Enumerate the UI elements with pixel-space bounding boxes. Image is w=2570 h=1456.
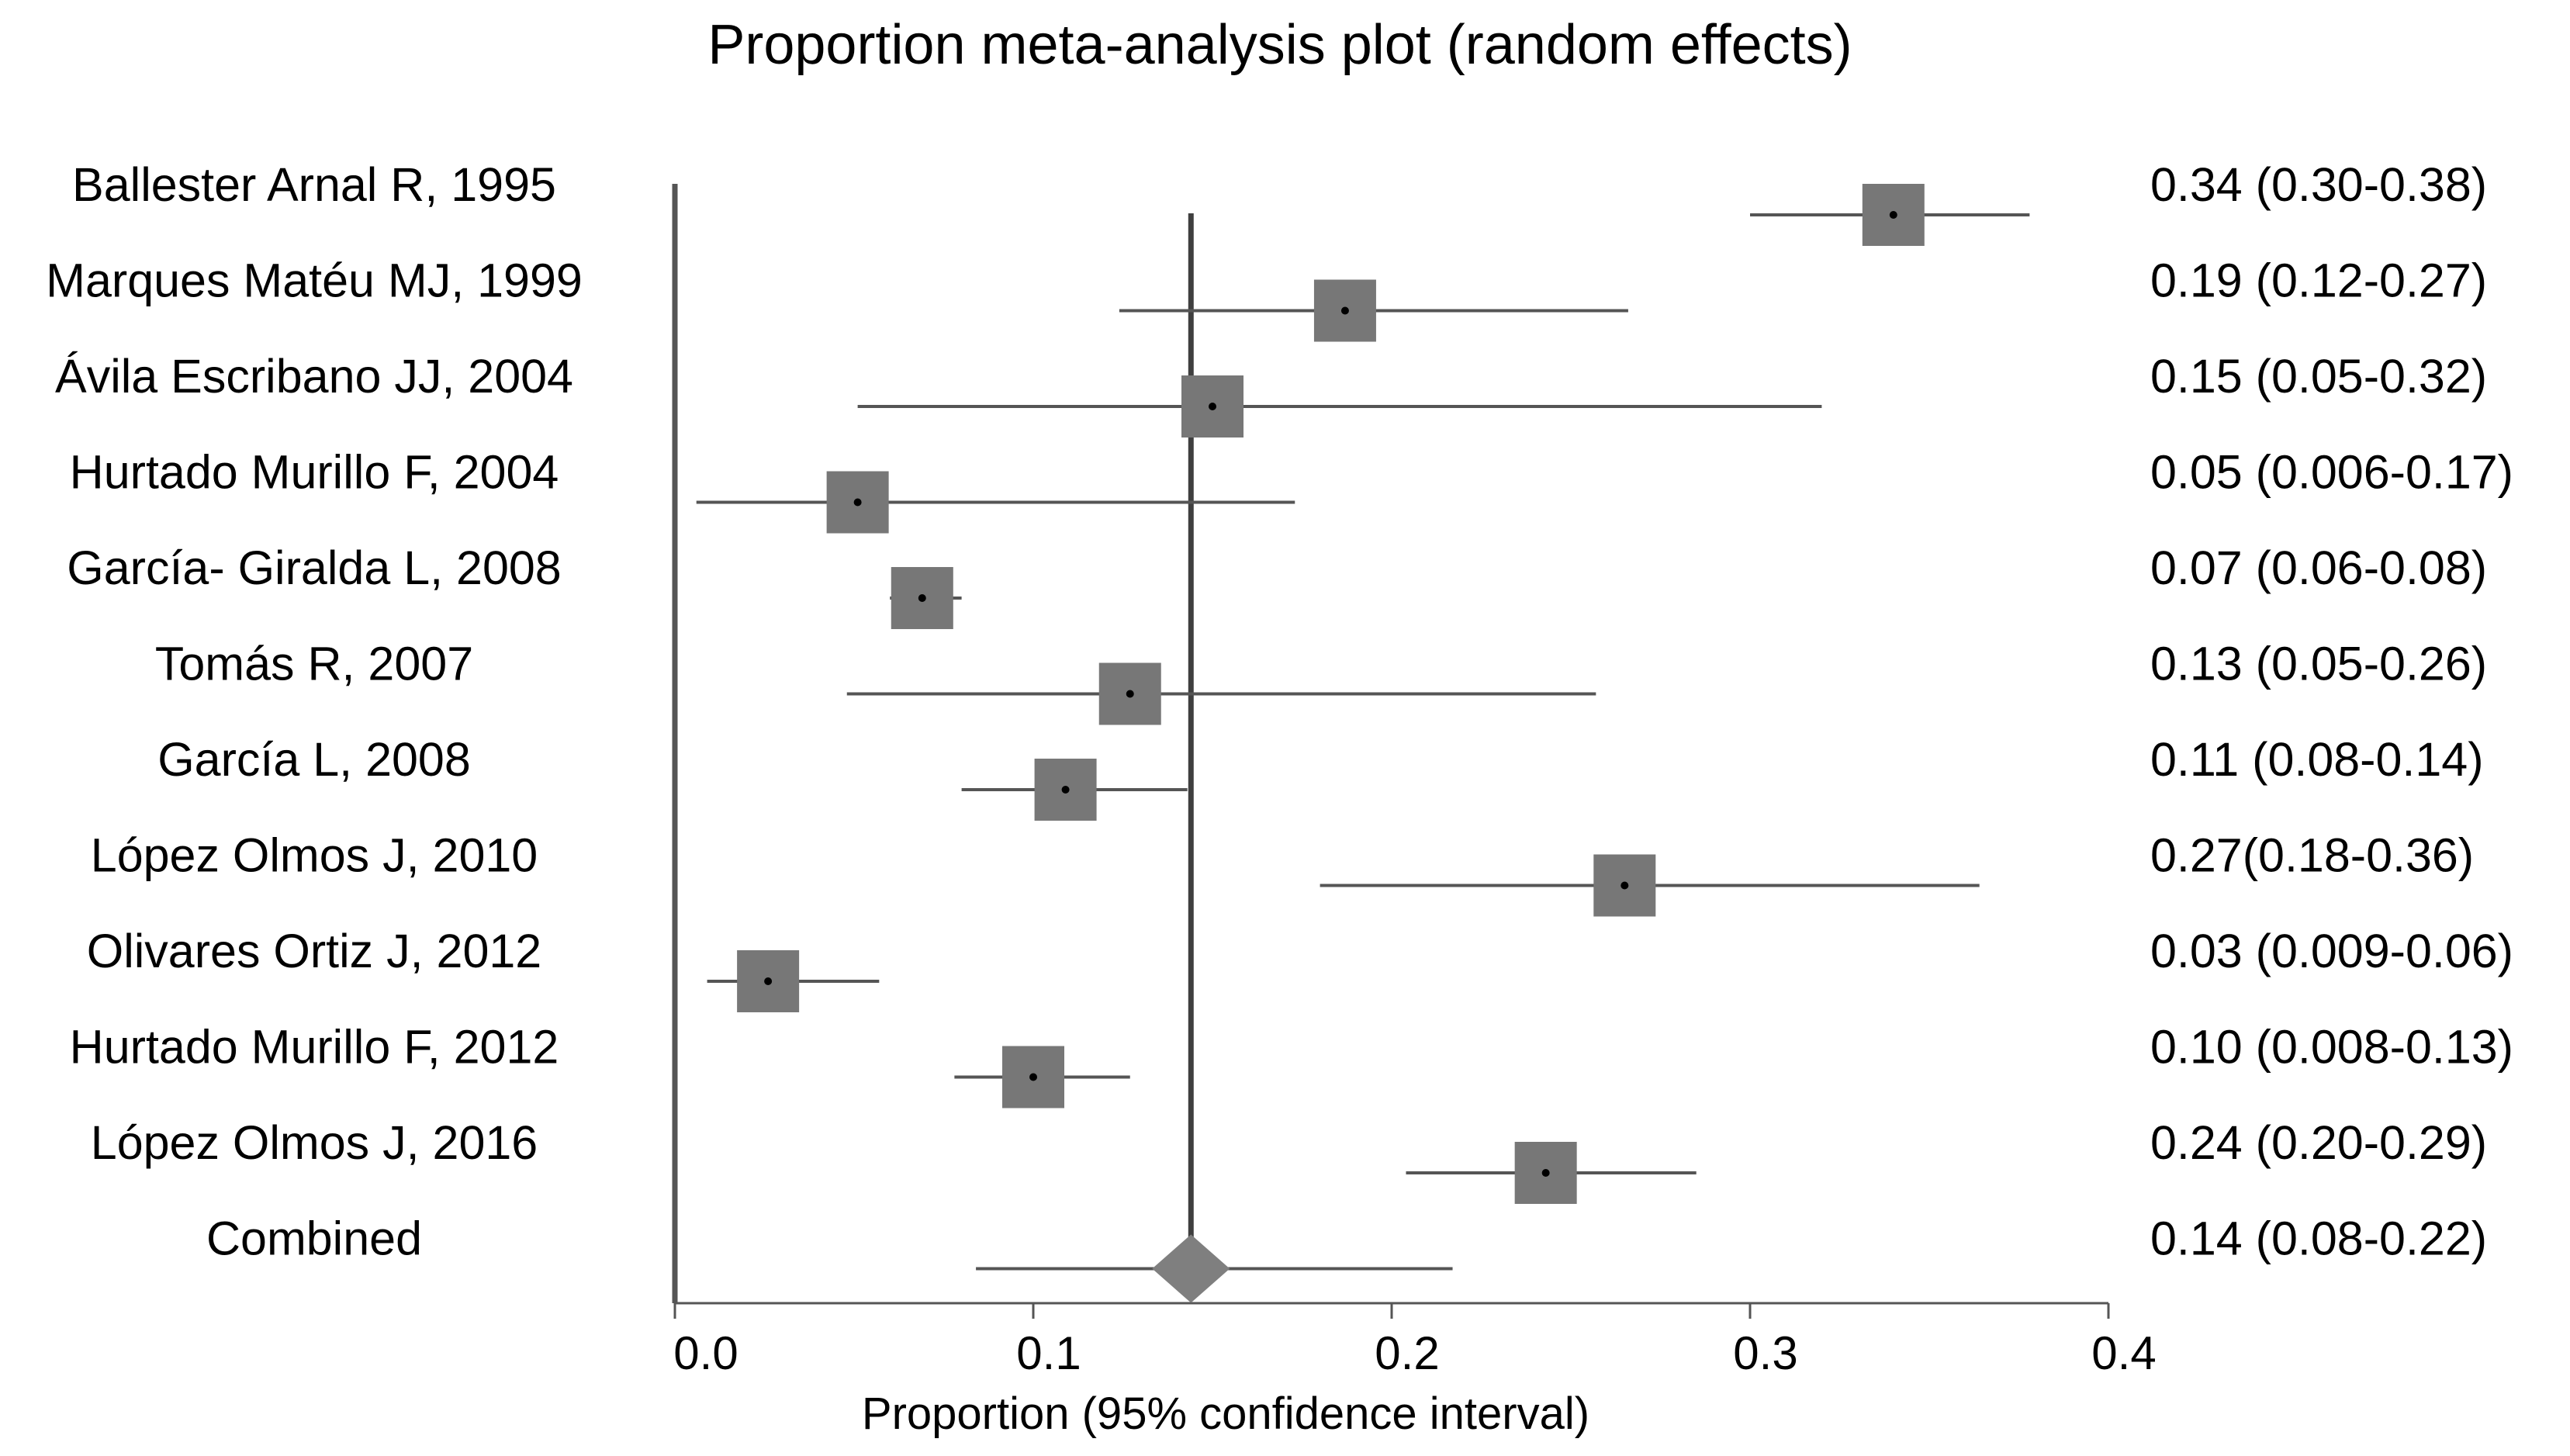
chart-title: Proportion meta-analysis plot (random ef… (707, 14, 1852, 76)
ci-value: 0.03 (0.009-0.06) (2150, 925, 2513, 977)
study-label: Ballester Arnal R, 1995 (72, 158, 556, 211)
ci-value: 0.05 (0.006-0.17) (2150, 446, 2513, 499)
study-label: Marques Matéu MJ, 1999 (46, 254, 583, 307)
study-label: Hurtado Murillo F, 2004 (70, 446, 559, 499)
ci-value: 0.24 (0.20-0.29) (2150, 1116, 2487, 1169)
ci-value: 0.07 (0.06-0.08) (2150, 541, 2487, 594)
point-estimate (1061, 786, 1070, 794)
study-label: Tomás R, 2007 (155, 638, 473, 690)
combined-label: Combined (206, 1212, 422, 1265)
x-tick-label: 0.2 (1375, 1327, 1439, 1379)
study-label: López Olmos J, 2016 (91, 1116, 538, 1169)
study-label: Ávila Escribano JJ, 2004 (55, 350, 573, 403)
x-tick-label: 0.0 (673, 1327, 738, 1379)
combined-ci-value: 0.14 (0.08-0.22) (2150, 1212, 2487, 1265)
study-label: García L, 2008 (157, 733, 471, 786)
combined-diamond (1152, 1234, 1230, 1303)
point-estimate (853, 498, 862, 507)
ci-value: 0.11 (0.08-0.14) (2150, 733, 2484, 786)
ci-value: 0.13 (0.05-0.26) (2150, 638, 2487, 690)
ci-value: 0.15 (0.05-0.32) (2150, 350, 2487, 403)
ci-value: 0.19 (0.12-0.27) (2150, 254, 2487, 307)
study-label: Olivares Ortiz J, 2012 (87, 925, 541, 977)
point-estimate (1340, 306, 1349, 315)
plot-area: 0.0 0.1 0.2 0.3 0.4 Ballester Arnal R, 1995 0.… (46, 158, 2513, 1379)
ci-value: 0.27(0.18-0.36) (2150, 829, 2474, 882)
x-axis-title: Proportion (95% confidence interval) (862, 1389, 1589, 1439)
point-estimate (1029, 1073, 1037, 1081)
point-estimate (1621, 881, 1629, 890)
x-tick-label: 0.3 (1733, 1327, 1797, 1379)
study-label: Hurtado Murillo F, 2012 (70, 1021, 559, 1074)
ci-value: 0.10 (0.008-0.13) (2150, 1021, 2513, 1074)
point-estimate (1126, 690, 1134, 698)
study-label: López Olmos J, 2010 (91, 829, 538, 882)
ci-value: 0.34 (0.30-0.38) (2150, 158, 2487, 211)
point-estimate (1889, 211, 1897, 219)
x-tick-label: 0.1 (1016, 1327, 1081, 1379)
point-estimate (1209, 403, 1216, 410)
point-estimate (764, 977, 773, 985)
point-estimate (1541, 1169, 1550, 1177)
point-estimate (918, 594, 926, 602)
study-label: García- Giralda L, 2008 (67, 541, 561, 594)
x-tick-label: 0.4 (2091, 1327, 2156, 1379)
